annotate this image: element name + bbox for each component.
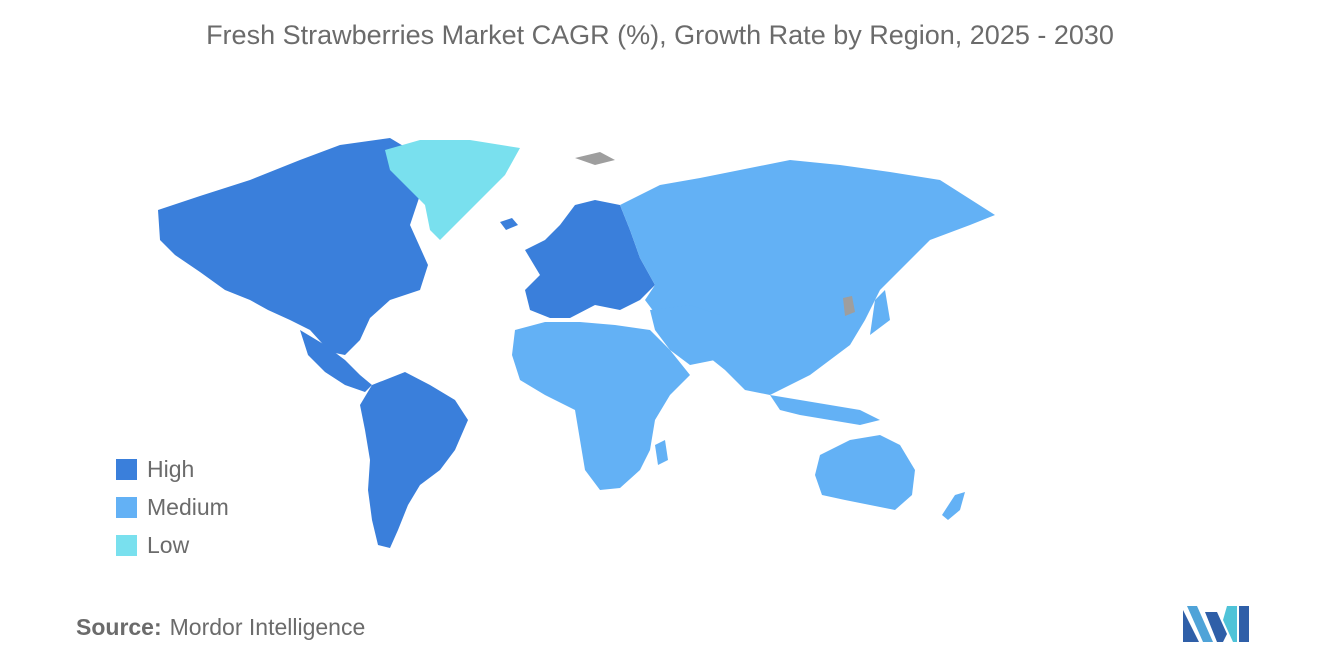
region-japan xyxy=(870,290,890,335)
region-greenland xyxy=(385,140,520,240)
region-madagascar xyxy=(655,440,668,465)
region-australia xyxy=(815,435,915,510)
mordor-logo-icon xyxy=(1183,606,1249,642)
map-legend: High Medium Low xyxy=(116,450,229,564)
region-korea xyxy=(843,296,855,316)
legend-item-low: Low xyxy=(116,526,229,564)
region-southeast-asia xyxy=(770,395,880,425)
source-label: Source: xyxy=(76,614,162,640)
region-europe xyxy=(525,200,655,318)
source-value: Mordor Intelligence xyxy=(169,614,366,640)
source-note: Source: Mordor Intelligence xyxy=(76,614,365,641)
legend-label-high: High xyxy=(147,455,195,482)
legend-swatch-low xyxy=(116,534,137,556)
world-map xyxy=(158,138,995,548)
region-new-zealand xyxy=(942,492,965,520)
chart-title: Fresh Strawberries Market CAGR (%), Grow… xyxy=(206,20,1114,50)
legend-label-medium: Medium xyxy=(147,493,229,520)
region-iceland xyxy=(500,218,518,230)
legend-swatch-high xyxy=(116,458,137,480)
legend-item-medium: Medium xyxy=(116,488,229,526)
region-middle-east xyxy=(650,305,735,365)
region-arctic-islands xyxy=(575,152,615,165)
region-central-america xyxy=(300,330,372,392)
region-africa xyxy=(512,322,690,490)
region-north-america xyxy=(158,138,428,355)
legend-swatch-medium xyxy=(116,496,137,518)
region-south-america xyxy=(360,372,468,548)
legend-item-high: High xyxy=(116,450,229,488)
legend-label-low: Low xyxy=(147,531,190,558)
